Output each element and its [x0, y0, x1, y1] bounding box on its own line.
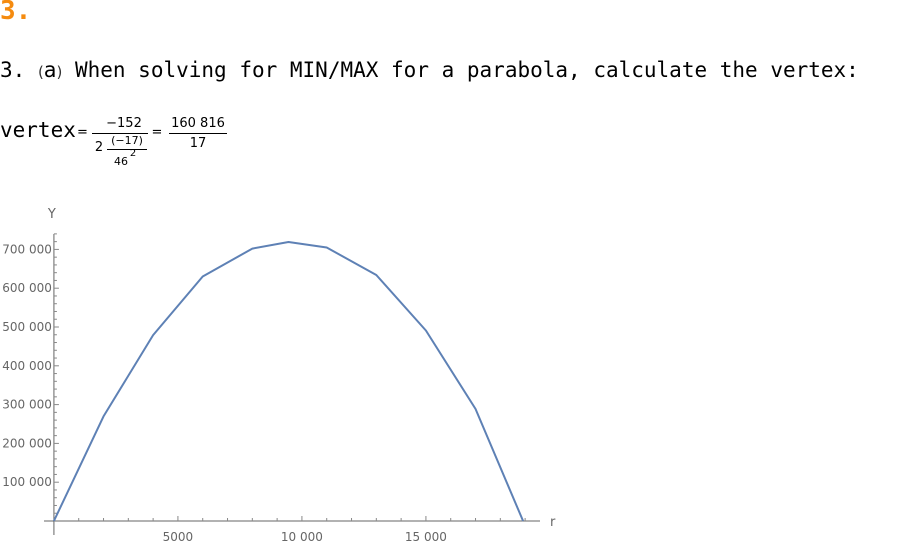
part-open-paren: ( — [37, 63, 44, 81]
y-axis-label: Y — [47, 207, 56, 222]
y-tick-labels: 100 000 200 000 300 000 400 000 500 000 600 0… — [2, 242, 52, 489]
y-tick-label: 200 000 — [2, 436, 52, 450]
denominator-two: 2 — [94, 140, 104, 155]
y-minor-ticks — [53, 233, 59, 514]
x-axis-label: r — [550, 515, 556, 530]
inner-numerator: (−17) — [111, 134, 143, 147]
result-fraction-bar — [169, 133, 227, 134]
plot-svg: 5000 10 000 15 000 100 000 200 000 300 000 40… — [2, 207, 556, 544]
section-number: 3. — [0, 0, 32, 26]
main-fraction-bar — [92, 133, 148, 134]
problem-statement: 3. (a) When solving for MIN/MAX for a pa… — [0, 58, 859, 82]
y-tick-label: 400 000 — [2, 359, 52, 373]
y-tick-label: 600 000 — [2, 281, 52, 295]
numerator: −152 — [106, 116, 142, 131]
parabola-plot: 5000 10 000 15 000 100 000 200 000 300 000 40… — [0, 200, 600, 548]
inner-fraction-bar — [107, 149, 147, 150]
part-letter: a — [43, 58, 57, 82]
x-tick-label: 5000 — [163, 530, 194, 544]
x-tick-labels: 5000 10 000 15 000 — [163, 530, 447, 544]
parabola-curve — [52, 241, 525, 522]
part-close-paren: ) — [56, 63, 63, 81]
result-denominator: 17 — [189, 136, 207, 151]
x-minor-ticks — [78, 516, 526, 521]
inner-denominator-base: 46 — [114, 155, 128, 168]
x-tick-label: 15 000 — [405, 530, 447, 544]
equals-sign-1: = — [77, 125, 88, 140]
problem-prefix: 3. — [0, 58, 38, 82]
inner-denominator-exponent: 2 — [129, 148, 137, 159]
problem-text: When solving for MIN/MAX for a parabola,… — [62, 58, 859, 82]
y-tick-label: 500 000 — [2, 320, 52, 334]
vertex-label: vertex — [0, 118, 76, 142]
equals-sign-2: = — [151, 125, 163, 140]
y-tick-label: 300 000 — [2, 398, 52, 412]
y-tick-label: 100 000 — [2, 475, 52, 489]
result-numerator: 160 816 — [171, 116, 225, 131]
y-tick-label: 700 000 — [2, 242, 52, 256]
x-tick-label: 10 000 — [281, 530, 323, 544]
